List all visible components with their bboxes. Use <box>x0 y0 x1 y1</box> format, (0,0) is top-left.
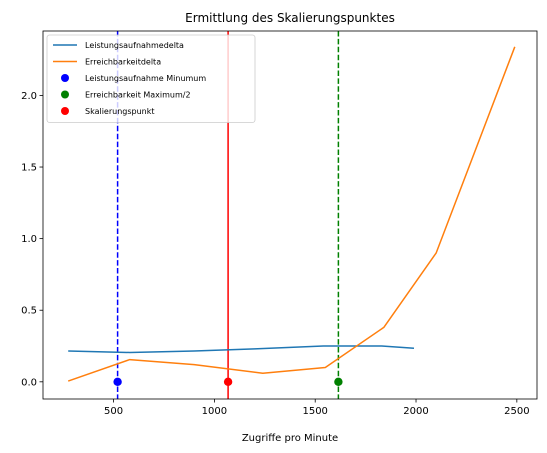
y-axis: 0.0 0.5 1.0 1.5 2.0 <box>21 91 43 388</box>
axes-frame <box>42 30 538 400</box>
series-point-3-0 <box>334 377 343 387</box>
x-tick-label-0: 500 <box>104 406 123 417</box>
legend-label-3: Erreichbarkeit Maximum/2 <box>85 91 191 100</box>
y-tick-label-2: 1.0 <box>21 234 37 245</box>
legend-box <box>46 34 256 123</box>
series-line-1 <box>67 46 516 382</box>
chart-title: Ermittlung des Skalierungspunktes <box>185 11 395 25</box>
legend-label-0: Leistungsaufnahmedelta <box>85 41 184 50</box>
legend-label-2: Leistungsaufnahme Minumum <box>85 74 206 83</box>
legend-label-4: Skalierungspunkt <box>85 107 155 116</box>
y-tick-label-1: 0.5 <box>21 306 37 317</box>
x-axis: 500 1000 1500 2000 2500 <box>104 399 530 417</box>
legend-label-1: Erreichbarkeitdelta <box>85 58 161 67</box>
series-line-0 <box>68 345 415 354</box>
x-axis-label: Zugriffe pro Minute <box>242 433 338 444</box>
x-tick-label-2: 1500 <box>302 406 327 417</box>
x-tick-label-3: 2000 <box>403 406 428 417</box>
y-tick-label-4: 2.0 <box>21 91 37 102</box>
legend-swatch-3 <box>61 90 69 99</box>
x-tick-label-4: 2500 <box>504 406 529 417</box>
x-tick-label-1: 1000 <box>202 406 227 417</box>
y-tick-label-0: 0.0 <box>21 377 37 388</box>
series-point-4-0 <box>223 377 233 387</box>
legend-swatch-4 <box>61 107 69 115</box>
y-tick-label-3: 1.5 <box>21 163 37 174</box>
legend-swatch-2 <box>61 74 69 82</box>
series-point-2-0 <box>113 377 122 387</box>
legend: Leistungsaufnahmedelta Erreichbarkeitdelt… <box>46 34 256 123</box>
